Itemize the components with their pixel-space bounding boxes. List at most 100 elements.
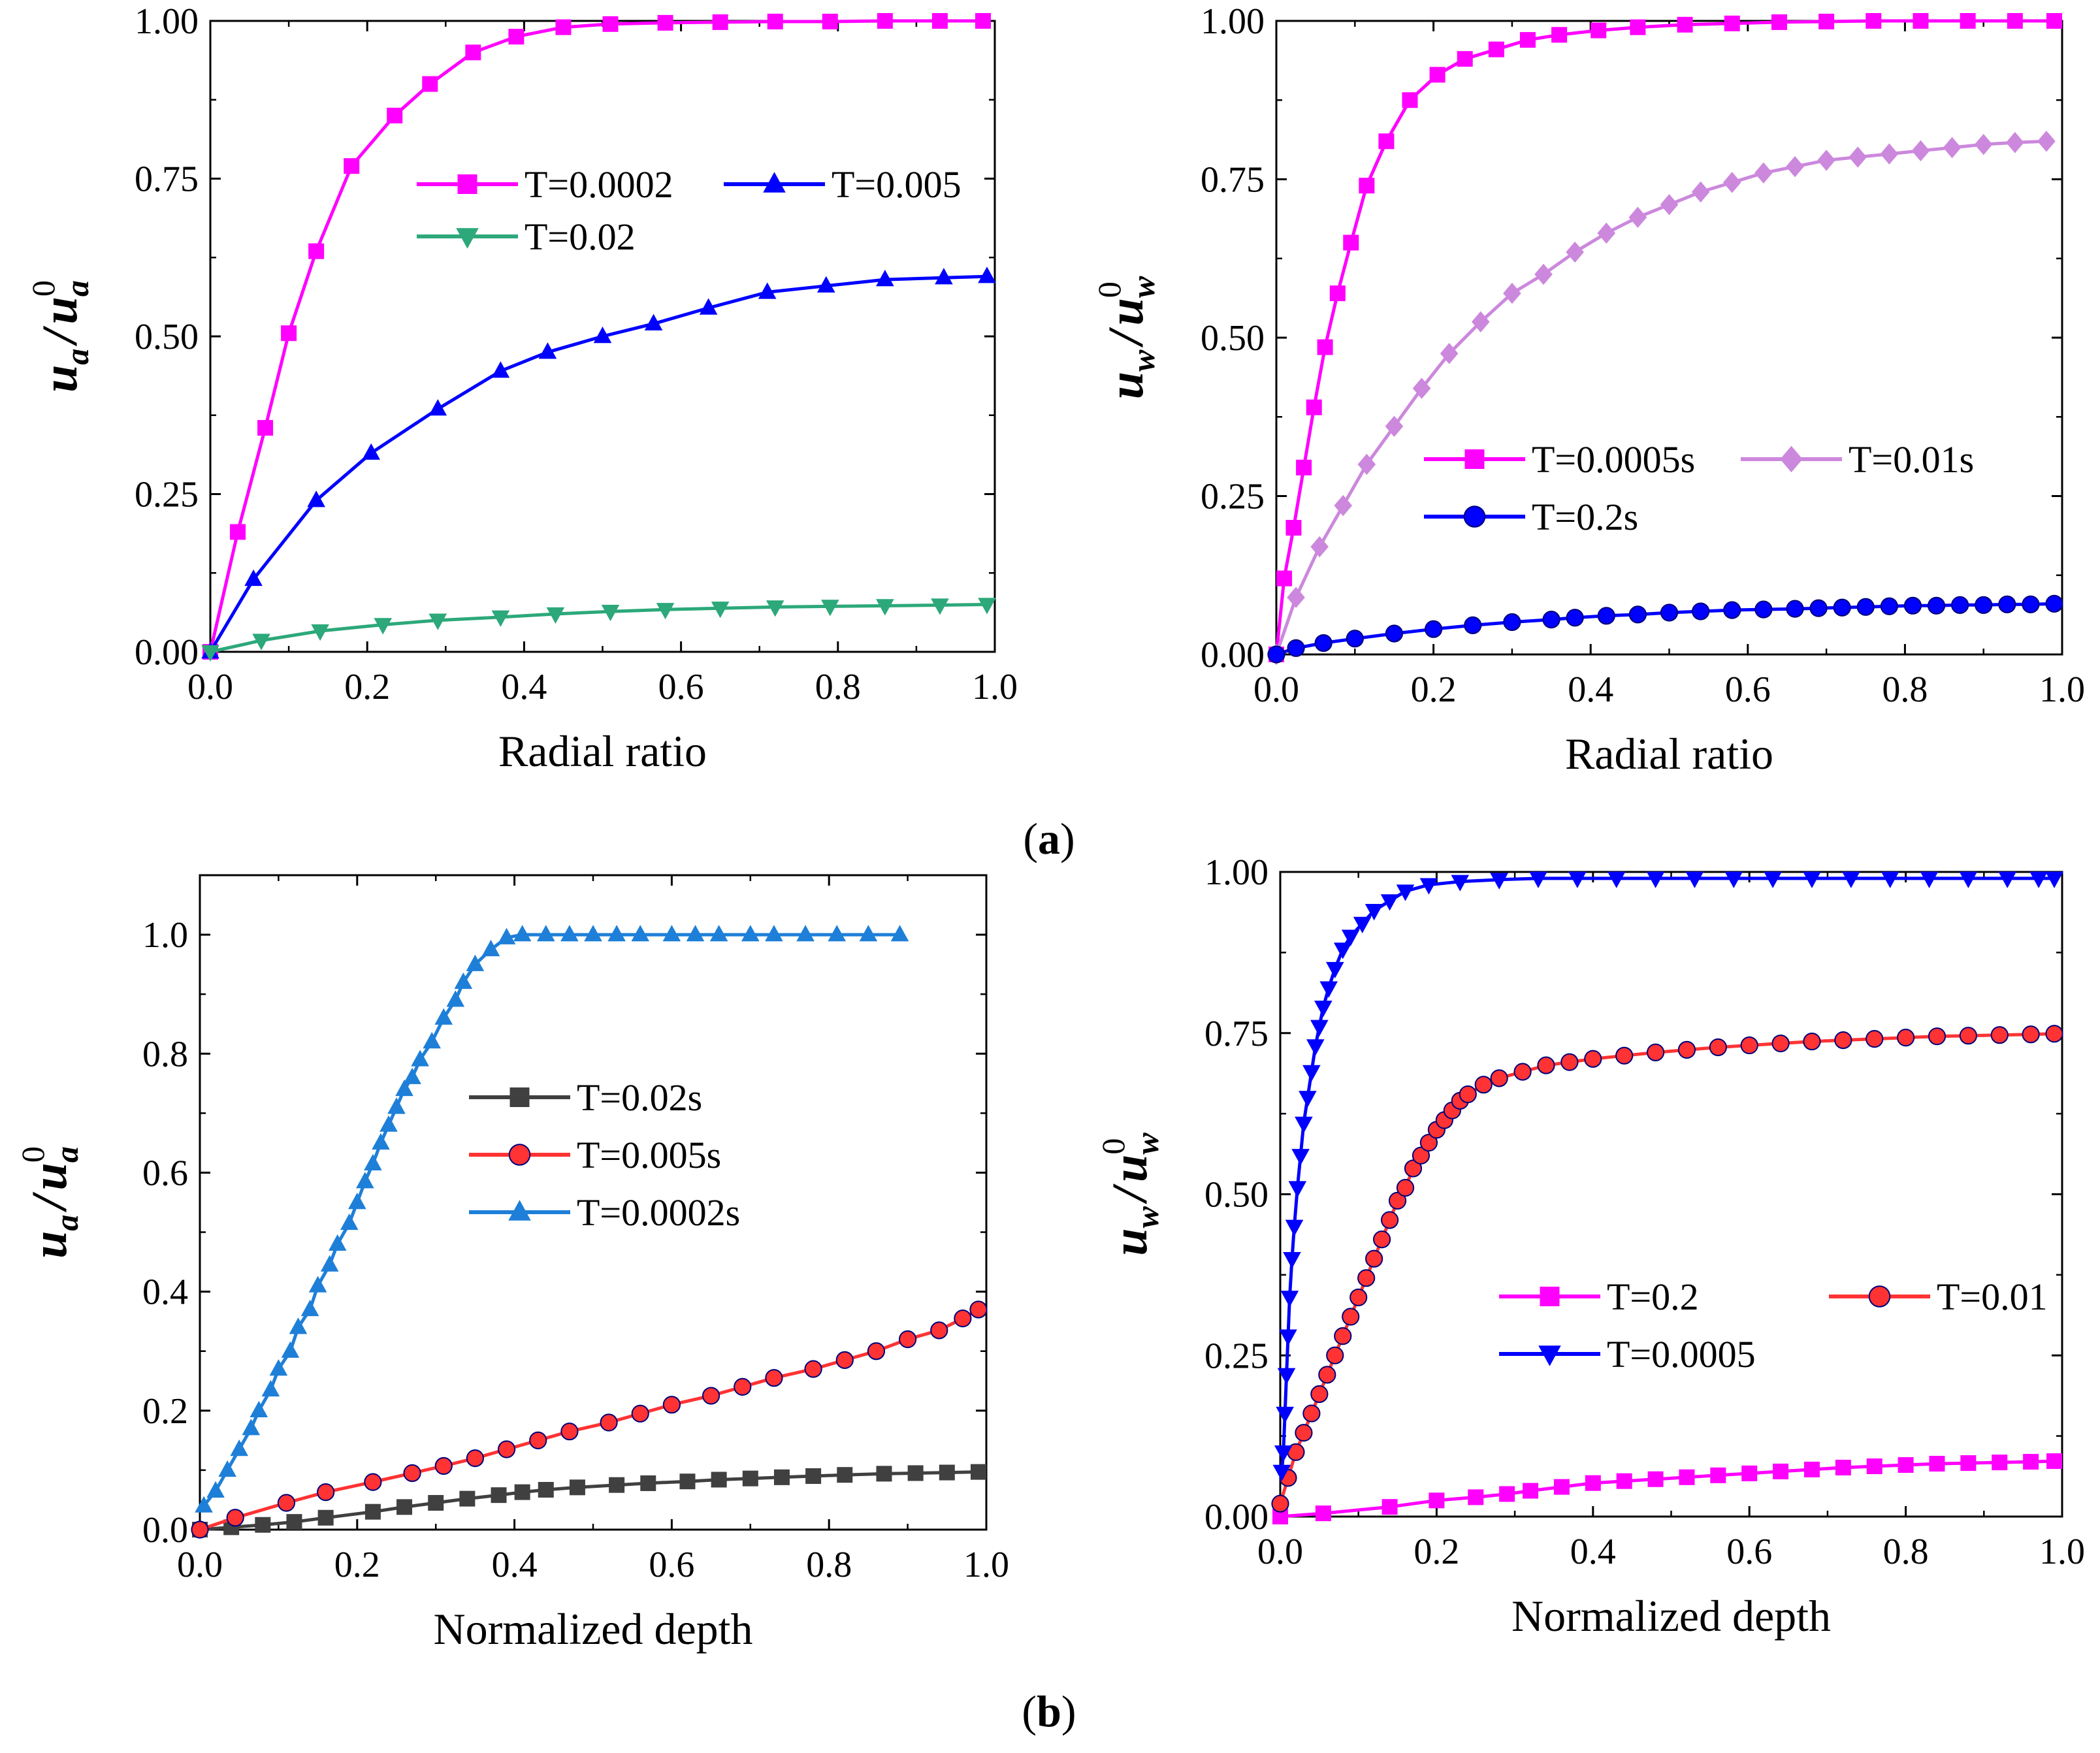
data-point	[699, 298, 718, 315]
data-point	[1809, 599, 1828, 617]
data-point	[1740, 1036, 1758, 1055]
x-axis-label: Radial ratio	[1565, 729, 1773, 779]
data-point	[1519, 32, 1536, 48]
series-line	[198, 1470, 980, 1532]
series-line	[1274, 602, 2056, 656]
data-point	[1457, 51, 1473, 67]
data-point	[538, 1481, 554, 1498]
data-point	[1464, 616, 1482, 634]
data-point	[1380, 894, 1399, 911]
y-label-sub-2: w	[1125, 276, 1161, 298]
data-point	[1503, 282, 1521, 304]
data-point	[816, 276, 835, 293]
data-point	[1310, 536, 1329, 558]
data-point	[1280, 1291, 1299, 1308]
series-T=0.01	[1271, 1025, 2063, 1513]
legend-item: T=0.02s	[469, 1076, 702, 1119]
data-point	[1272, 1464, 1291, 1481]
data-point	[536, 925, 555, 942]
y-label-slash: /	[22, 1192, 77, 1213]
data-point	[403, 1464, 421, 1483]
x-tick-label: 0.6	[649, 1545, 694, 1585]
data-point	[1818, 13, 1835, 29]
y-tick-label: 0.50	[1201, 318, 1265, 359]
data-point	[1537, 1056, 1555, 1074]
data-point	[491, 361, 510, 378]
series-T=0.0005	[1272, 871, 2063, 1481]
legend-marker	[1868, 1285, 1891, 1308]
data-point	[317, 1483, 335, 1502]
data-point	[1927, 596, 1946, 615]
y-tick-label: 0.50	[1204, 1175, 1268, 1215]
data-point	[741, 925, 760, 942]
data-point	[423, 1032, 441, 1049]
data-point	[1381, 1499, 1398, 1515]
data-point	[372, 1133, 390, 1150]
data-point	[742, 1470, 758, 1487]
data-point	[1283, 1252, 1301, 1269]
series-line	[208, 274, 989, 654]
data-point	[1960, 1455, 1977, 1472]
y-label-sub: a	[48, 1215, 85, 1231]
y-label-base: u	[1103, 1228, 1157, 1255]
data-point	[679, 1473, 696, 1490]
data-point	[1302, 1404, 1321, 1423]
chart-depth-ua: 0.0 0.2 0.4 0.6 0.8 1.0 0.0 0.2 0.4 0.6 0.8 1.0 Norm…	[14, 874, 1009, 1654]
data-point	[1566, 609, 1584, 627]
data-point	[569, 1479, 585, 1496]
data-point	[1959, 1027, 1977, 1045]
data-point	[1315, 1505, 1331, 1522]
data-point	[1529, 871, 1547, 888]
data-point	[602, 16, 619, 32]
data-point	[773, 1469, 790, 1485]
x-tick-label: 0.0	[1257, 1532, 1303, 1572]
data-point	[1911, 140, 1930, 162]
data-point	[1357, 453, 1376, 475]
y-tick-label: 0.6	[142, 1153, 188, 1193]
data-point	[242, 1419, 261, 1436]
x-tick-label: 0.4	[501, 667, 547, 707]
data-point	[1334, 494, 1353, 517]
data-point	[466, 954, 485, 971]
data-point	[1404, 1159, 1423, 1178]
data-point	[362, 443, 381, 460]
data-point	[428, 399, 447, 416]
data-point	[1834, 1031, 1852, 1050]
data-point	[2023, 1454, 2039, 1470]
data-point	[686, 925, 705, 942]
data-point	[1903, 596, 1922, 615]
data-point	[538, 342, 557, 359]
data-point	[2045, 594, 2063, 613]
data-point	[1803, 1032, 1821, 1051]
legend-marker	[1463, 506, 1486, 528]
y-label-sub-2: w	[1129, 1133, 1165, 1155]
data-point	[281, 1341, 300, 1358]
y-tick-label: 0.25	[1204, 1336, 1268, 1376]
data-point	[1560, 1053, 1579, 1071]
y-tick-label: 1.00	[1204, 852, 1268, 893]
series-line	[1280, 876, 2056, 1473]
data-point	[261, 1379, 280, 1397]
data-point	[374, 618, 393, 635]
data-point	[600, 1413, 618, 1432]
y-tick-label: 1.00	[1201, 1, 1265, 42]
y-tick-label: 0.4	[142, 1272, 188, 1313]
data-point	[1913, 13, 1929, 29]
data-point	[1471, 311, 1490, 332]
data-point	[656, 603, 675, 620]
data-point	[1786, 600, 1804, 618]
data-point	[1334, 1327, 1352, 1345]
data-point	[191, 1520, 209, 1539]
y-tick-label: 1.0	[142, 915, 188, 956]
data-point	[1459, 1085, 1477, 1104]
data-point	[1771, 1034, 1790, 1053]
data-point	[1773, 1463, 1789, 1479]
data-point	[1754, 162, 1773, 184]
data-point	[1333, 942, 1352, 959]
legend: T=0.0005s T=0.01s T=0.2s	[1424, 438, 1974, 538]
data-point	[497, 1440, 516, 1458]
data-point	[481, 939, 500, 957]
data-point	[1503, 613, 1521, 632]
legend-marker	[763, 172, 786, 193]
